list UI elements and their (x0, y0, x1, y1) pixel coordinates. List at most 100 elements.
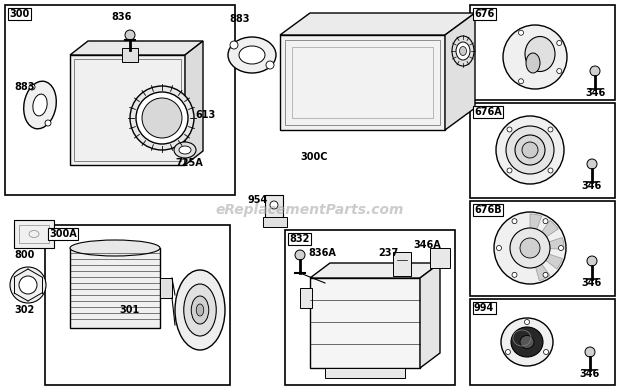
Circle shape (497, 245, 502, 250)
Circle shape (543, 272, 548, 277)
Wedge shape (530, 238, 564, 249)
Circle shape (496, 116, 564, 184)
Circle shape (557, 41, 562, 46)
Ellipse shape (526, 53, 540, 73)
Circle shape (522, 142, 538, 158)
Text: 676B: 676B (474, 205, 502, 215)
Polygon shape (70, 41, 203, 55)
Ellipse shape (191, 296, 209, 324)
Text: 300A: 300A (49, 229, 77, 239)
Text: 883: 883 (230, 14, 250, 24)
Bar (263, 217, 287, 227)
Ellipse shape (459, 46, 466, 55)
Wedge shape (530, 214, 542, 248)
Circle shape (544, 349, 549, 355)
Bar (70, 248, 160, 328)
Polygon shape (310, 263, 440, 278)
Circle shape (590, 66, 600, 76)
Text: 300C: 300C (300, 152, 327, 162)
Bar (470, 103, 615, 198)
Ellipse shape (511, 327, 543, 357)
Circle shape (559, 245, 564, 250)
Circle shape (587, 256, 597, 266)
Wedge shape (530, 248, 550, 281)
Text: 725A: 725A (175, 158, 203, 168)
Text: 676: 676 (474, 9, 494, 19)
Circle shape (506, 126, 554, 174)
Text: 301: 301 (120, 305, 140, 315)
Bar (393, 252, 411, 276)
Text: 300: 300 (9, 9, 29, 19)
Circle shape (510, 228, 550, 268)
Text: 346A: 346A (413, 240, 441, 250)
Circle shape (494, 212, 566, 284)
Circle shape (515, 135, 545, 165)
Circle shape (45, 120, 51, 126)
Circle shape (507, 127, 512, 132)
Bar (470, 299, 615, 385)
Text: 346: 346 (582, 278, 602, 288)
Circle shape (130, 86, 194, 150)
Ellipse shape (174, 142, 196, 158)
Ellipse shape (501, 318, 553, 366)
Ellipse shape (179, 146, 191, 154)
Bar (280, 35, 445, 130)
Circle shape (125, 30, 135, 40)
Polygon shape (185, 41, 203, 165)
Circle shape (525, 319, 529, 324)
Bar (300, 288, 312, 308)
Circle shape (503, 25, 567, 89)
Ellipse shape (452, 36, 474, 66)
Text: 954: 954 (248, 195, 268, 205)
Circle shape (507, 168, 512, 173)
Circle shape (270, 201, 278, 209)
Ellipse shape (520, 335, 534, 349)
Text: 346: 346 (580, 369, 600, 379)
Bar (285, 230, 455, 385)
Bar (310, 278, 420, 368)
Ellipse shape (525, 37, 555, 71)
Circle shape (29, 84, 35, 90)
Circle shape (295, 250, 305, 260)
Ellipse shape (24, 81, 56, 129)
Circle shape (136, 92, 188, 144)
Polygon shape (445, 13, 475, 130)
Wedge shape (530, 248, 562, 269)
Polygon shape (280, 13, 475, 35)
Bar (470, 5, 615, 100)
Bar (70, 55, 185, 165)
Circle shape (587, 159, 597, 169)
Text: 994: 994 (474, 303, 494, 313)
Text: 832: 832 (289, 234, 309, 244)
Text: 836: 836 (112, 12, 132, 22)
Circle shape (19, 276, 37, 294)
Circle shape (548, 127, 553, 132)
Circle shape (266, 61, 274, 69)
Bar (292, 47, 433, 118)
Ellipse shape (70, 240, 160, 256)
Bar (45, 225, 230, 385)
Bar (325, 368, 405, 378)
Bar (19, 225, 49, 243)
Bar (122, 48, 138, 62)
Text: 302: 302 (14, 305, 34, 315)
Text: 676A: 676A (474, 107, 502, 117)
Circle shape (543, 219, 548, 223)
Circle shape (520, 238, 540, 258)
Circle shape (585, 347, 595, 357)
Bar (14, 220, 54, 248)
Text: 836A: 836A (308, 248, 336, 258)
Circle shape (518, 30, 523, 35)
Wedge shape (530, 220, 558, 248)
Bar (430, 248, 450, 268)
Ellipse shape (239, 46, 265, 64)
Text: 237: 237 (378, 248, 398, 258)
Polygon shape (420, 263, 440, 368)
Ellipse shape (228, 37, 276, 73)
Bar (160, 278, 172, 298)
Bar (74, 59, 181, 161)
Circle shape (512, 272, 517, 277)
Bar (5, 5, 235, 195)
Bar (285, 40, 440, 125)
Text: 613: 613 (195, 110, 215, 120)
